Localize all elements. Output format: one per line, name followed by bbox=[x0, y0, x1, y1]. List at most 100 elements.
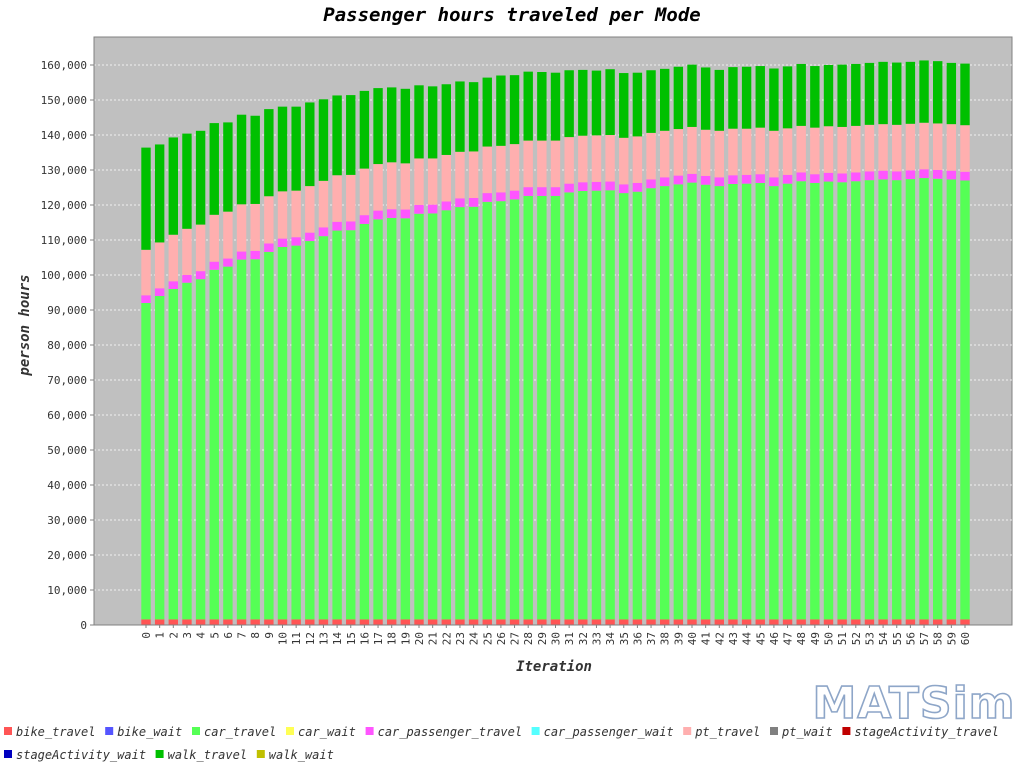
legend-swatch bbox=[256, 750, 265, 758]
bar-segment-walk_travel bbox=[509, 75, 520, 145]
bar-segment-car_travel bbox=[714, 186, 724, 620]
bar-segment-walk_travel bbox=[687, 64, 697, 127]
bar-segment-pt_travel bbox=[195, 224, 206, 272]
bar-stack bbox=[223, 122, 233, 625]
bar-segment-bike_travel bbox=[441, 619, 451, 625]
legend-label: car_travel bbox=[204, 725, 276, 739]
bar-segment-walk_travel bbox=[305, 102, 315, 187]
bar-segment-bike_travel bbox=[455, 619, 465, 625]
bar-segment-car_passenger_travel bbox=[168, 281, 178, 289]
bar-segment-car_passenger_travel bbox=[209, 261, 219, 270]
bar-segment-car_travel bbox=[537, 195, 547, 620]
bar-segment-car_travel bbox=[728, 184, 738, 620]
bar-segment-walk_travel bbox=[414, 85, 424, 159]
bar-segment-pt_travel bbox=[482, 146, 492, 194]
bar-segment-walk_travel bbox=[769, 68, 779, 131]
bar-segment-bike_travel bbox=[277, 619, 288, 625]
bar-segment-bike_travel bbox=[769, 619, 779, 625]
bar-stack bbox=[523, 71, 533, 625]
bar-segment-car_travel bbox=[264, 251, 274, 620]
bar-segment-car_travel bbox=[741, 183, 752, 620]
bar-stack bbox=[537, 72, 547, 625]
bar-segment-walk_travel bbox=[782, 66, 793, 129]
x-tick-label: 3 bbox=[181, 632, 194, 639]
x-tick-label: 56 bbox=[904, 632, 917, 645]
bar-segment-car_travel bbox=[373, 219, 383, 620]
bar-segment-car_travel bbox=[346, 230, 356, 620]
bar-segment-pt_travel bbox=[564, 137, 574, 184]
bar-segment-car_travel bbox=[892, 180, 902, 620]
bar-segment-car_travel bbox=[468, 206, 479, 620]
bar-segment-car_passenger_travel bbox=[591, 181, 602, 191]
bar-segment-car_passenger_travel bbox=[318, 227, 329, 237]
x-tick-label: 9 bbox=[263, 632, 276, 639]
bar-segment-car_travel bbox=[864, 180, 875, 620]
bar-segment-car_travel bbox=[878, 179, 888, 620]
bar-segment-bike_travel bbox=[892, 619, 902, 625]
bar-segment-pt_travel bbox=[291, 190, 301, 238]
bar-segment-walk_travel bbox=[400, 88, 411, 164]
bar-segment-walk_travel bbox=[564, 70, 574, 138]
y-tick-label: 130,000 bbox=[41, 164, 87, 177]
bar-segment-walk_travel bbox=[482, 77, 492, 147]
bar-segment-pt_travel bbox=[441, 154, 451, 202]
bar-segment-bike_travel bbox=[960, 619, 970, 625]
y-tick-label: 40,000 bbox=[47, 479, 87, 492]
legend-label: pt_travel bbox=[694, 725, 760, 739]
y-tick-label: 50,000 bbox=[47, 444, 87, 457]
bar-segment-car_passenger_travel bbox=[455, 198, 465, 208]
bar-stack bbox=[250, 115, 260, 625]
bar-segment-car_travel bbox=[660, 186, 670, 620]
bar-segment-pt_travel bbox=[414, 158, 424, 205]
bar-segment-pt_travel bbox=[700, 129, 711, 176]
legend-swatch bbox=[105, 727, 114, 735]
bar-segment-bike_travel bbox=[687, 619, 697, 625]
bar-segment-walk_travel bbox=[209, 123, 219, 215]
bar-segment-car_travel bbox=[509, 199, 520, 620]
bar-segment-car_passenger_travel bbox=[851, 172, 861, 182]
bar-segment-walk_travel bbox=[168, 137, 178, 235]
bar-segment-car_travel bbox=[441, 210, 451, 620]
y-tick-label: 90,000 bbox=[47, 304, 87, 317]
bar-segment-pt_travel bbox=[878, 124, 888, 171]
x-tick-label: 54 bbox=[877, 632, 890, 646]
bar-stack bbox=[837, 64, 847, 625]
bar-segment-bike_travel bbox=[387, 619, 397, 625]
bar-segment-car_travel bbox=[387, 217, 397, 620]
bar-segment-walk_travel bbox=[578, 69, 588, 136]
bar-stack bbox=[264, 109, 274, 625]
x-tick-label: 53 bbox=[863, 632, 876, 645]
x-axis: 0 1 2 3 4 5 6 7 8 9 10 11 12 13 14 15 16 17 18 19 20 21 22 23 24… bbox=[94, 624, 1012, 646]
bar-segment-walk_travel bbox=[892, 62, 902, 125]
x-tick-label: 60 bbox=[959, 632, 972, 645]
legend-swatch bbox=[4, 750, 12, 758]
bar-segment-pt_travel bbox=[946, 124, 957, 171]
x-tick-label: 27 bbox=[509, 632, 522, 645]
bar-segment-pt_travel bbox=[346, 174, 356, 222]
bar-segment-walk_travel bbox=[387, 87, 397, 163]
x-tick-label: 18 bbox=[386, 632, 399, 645]
bar-segment-car_travel bbox=[305, 241, 315, 620]
bar-segment-bike_travel bbox=[673, 619, 684, 625]
bar-segment-car_travel bbox=[209, 269, 219, 620]
legend-label: car_wait bbox=[298, 725, 356, 739]
legend-swatch bbox=[842, 727, 851, 735]
bar-segment-walk_travel bbox=[864, 62, 875, 125]
legend-swatch bbox=[531, 727, 540, 735]
bar-segment-car_passenger_travel bbox=[714, 177, 724, 187]
bar-stack bbox=[864, 62, 875, 625]
bar-segment-car_travel bbox=[591, 190, 602, 620]
bar-segment-bike_travel bbox=[427, 619, 438, 625]
bar-stack bbox=[468, 82, 479, 625]
bar-segment-pt_travel bbox=[318, 180, 329, 228]
bar-segment-walk_travel bbox=[905, 61, 916, 124]
bar-segment-pt_travel bbox=[933, 123, 943, 170]
bar-segment-pt_travel bbox=[550, 140, 561, 188]
y-tick-label: 100,000 bbox=[41, 269, 87, 282]
bar-segment-bike_travel bbox=[578, 619, 588, 625]
x-tick-label: 19 bbox=[399, 632, 412, 645]
bar-segment-car_passenger_travel bbox=[441, 201, 451, 211]
bar-segment-walk_travel bbox=[427, 86, 438, 159]
bar-segment-pt_travel bbox=[455, 151, 465, 199]
y-tick-label: 10,000 bbox=[47, 584, 87, 597]
